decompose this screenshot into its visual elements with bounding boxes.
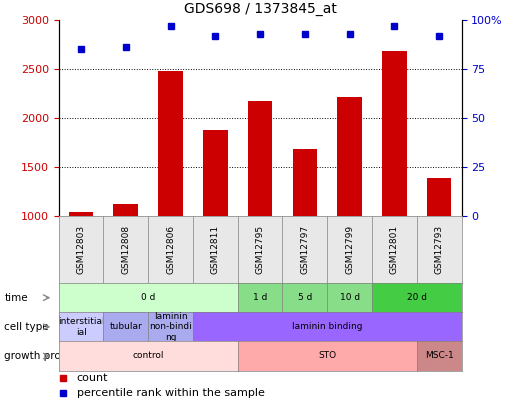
Bar: [203, 130, 227, 216]
Text: laminin
non-bindi
ng: laminin non-bindi ng: [149, 312, 191, 342]
Bar: [114, 205, 138, 216]
Text: GSM12811: GSM12811: [210, 225, 219, 274]
Bar: [69, 212, 93, 216]
Bar: [336, 98, 361, 216]
Text: STO: STO: [318, 352, 335, 360]
Text: interstitial
ial: interstitial ial: [58, 317, 104, 337]
Text: tubular: tubular: [109, 322, 142, 331]
Text: GSM12799: GSM12799: [345, 225, 353, 274]
Text: GSM12803: GSM12803: [76, 225, 86, 274]
Text: count: count: [77, 373, 108, 383]
Bar: [381, 51, 406, 216]
Text: 1 d: 1 d: [252, 293, 267, 302]
Text: laminin binding: laminin binding: [292, 322, 362, 331]
Bar: [158, 71, 183, 216]
Bar: [426, 178, 450, 216]
Text: MSC-1: MSC-1: [424, 352, 453, 360]
Bar: [292, 149, 317, 216]
Bar: [247, 101, 272, 216]
Text: time: time: [5, 293, 28, 303]
Text: growth protocol: growth protocol: [5, 351, 87, 361]
Text: GSM12793: GSM12793: [434, 225, 443, 274]
Text: 5 d: 5 d: [297, 293, 312, 302]
Title: GDS698 / 1373845_at: GDS698 / 1373845_at: [183, 2, 336, 16]
Text: GSM12808: GSM12808: [121, 225, 130, 274]
Text: control: control: [132, 352, 163, 360]
Text: GSM12795: GSM12795: [255, 225, 264, 274]
Text: 10 d: 10 d: [339, 293, 359, 302]
Text: 0 d: 0 d: [140, 293, 155, 302]
Text: 20 d: 20 d: [406, 293, 426, 302]
Text: GSM12797: GSM12797: [300, 225, 309, 274]
Text: percentile rank within the sample: percentile rank within the sample: [77, 388, 264, 398]
Text: cell type: cell type: [5, 322, 49, 332]
Text: GSM12801: GSM12801: [389, 225, 398, 274]
Text: GSM12806: GSM12806: [166, 225, 175, 274]
